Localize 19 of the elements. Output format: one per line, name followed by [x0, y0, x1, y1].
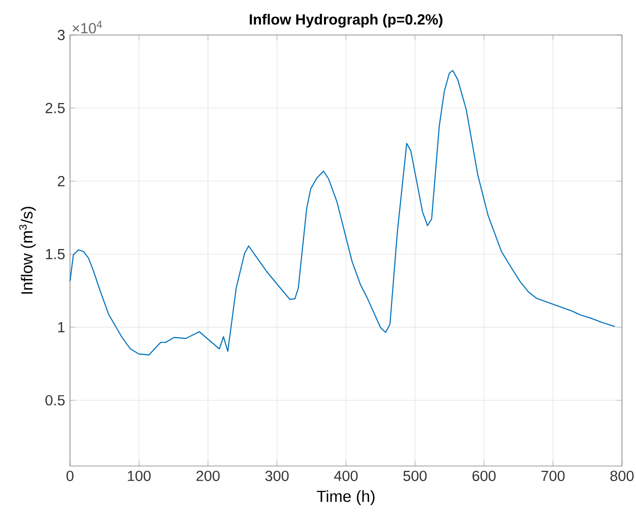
x-tick-label: 700 [542, 470, 565, 482]
y-tick-label: 1.5 [46, 249, 65, 260]
y-tick-label: 2.5 [46, 102, 65, 114]
x-tick-label: 0 [66, 470, 74, 482]
y-tick-label: 2 [58, 176, 65, 186]
x-tick-label: 500 [403, 470, 427, 482]
y-tick-label: 1 [58, 322, 65, 332]
x-tick-label: 100 [128, 470, 151, 482]
x-tick-label: 400 [334, 470, 358, 482]
x-tick-label: 300 [265, 470, 289, 482]
y-tick-label: 3 [58, 30, 65, 40]
x-tick-label: 600 [472, 470, 496, 482]
x-tick-label: 200 [196, 470, 220, 482]
x-axis-title: Time (h) [316, 490, 374, 506]
y-axis-title: Inflow (m$^{3}$/s) [19, 206, 36, 294]
text: ×10$^{4}$ [72, 20, 102, 34]
chart-title: Inflow Hydrograph (p=0.2%) [250, 14, 442, 28]
y-tick-label: 0.5 [45, 395, 65, 406]
x-tick-label: 800 [610, 470, 634, 482]
